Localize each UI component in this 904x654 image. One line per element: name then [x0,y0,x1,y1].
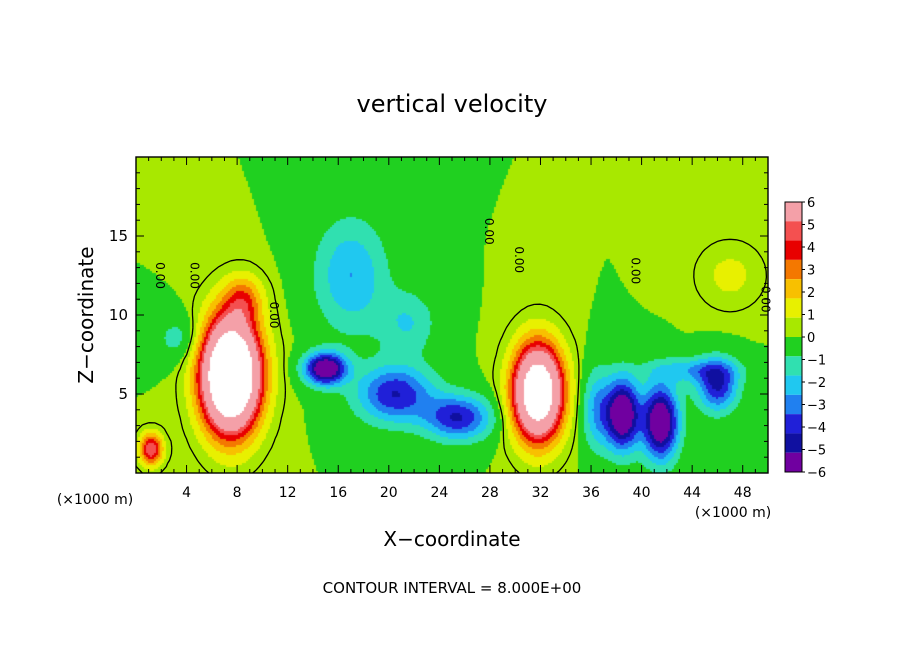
y-tick-label: 5 [118,385,128,403]
colorbar-swatch [785,433,802,453]
colorbar-label: 3 [807,264,815,279]
x-axis-label: X−coordinate [383,527,520,551]
x-tick-label: 44 [683,485,701,501]
colorbar-swatch [785,375,802,395]
colorbar-label: −3 [807,399,826,414]
colorbar-swatch [785,240,802,260]
colorbar-label: −2 [807,376,826,391]
colorbar-swatch [785,221,802,241]
contour-label: 0.00 [153,262,167,289]
colorbar-swatch [785,356,802,376]
x-tick-label: 28 [481,485,499,501]
colorbar-label: 6 [807,196,815,211]
x-unit-left: (×1000 m) [57,492,133,508]
y-tick-label: 15 [109,227,128,245]
x-tick-label: 4 [182,485,191,501]
heatmap-field [136,157,768,473]
x-unit-right: (×1000 m) [695,505,771,521]
colorbar-label: −4 [807,421,826,436]
contour-label: 0.00 [512,246,526,273]
colorbar-label: 4 [807,241,815,256]
x-axis: 4 8 12 16 20 24 28 32 36 40 44 48 [148,157,756,501]
colorbar-swatch [785,317,802,337]
x-tick-label: 24 [430,485,448,501]
colorbar-swatch [785,279,802,299]
colorbar-label: −1 [807,354,826,369]
y-axis-label: Z−coordinate [74,246,98,383]
x-tick-label: 32 [532,485,550,501]
x-tick-label: 36 [582,485,600,501]
chart-title: vertical velocity [357,90,548,118]
colorbar-swatch [785,452,802,472]
colorbar-swatch [785,202,802,222]
colorbar-label: −5 [807,444,826,459]
x-tick-label: 12 [279,485,297,501]
colorbar-swatch [785,394,802,415]
colorbar-swatch [785,259,802,280]
x-tick-label: 8 [233,485,242,501]
colorbar-swatch [785,337,802,357]
x-tick-label: 20 [380,485,398,501]
colorbar-label: 5 [807,219,815,234]
plot-area: 0.00 0.000.000.000.00 0.000.00 [135,156,773,474]
x-tick-label: 16 [329,485,347,501]
contour-label: 0.00 [187,262,201,289]
y-tick-label: 10 [109,306,128,324]
contour-label: 0.00 [628,257,642,284]
x-tick-label: 40 [633,485,651,501]
colorbar-swatch [785,298,802,318]
zero-contour-line [135,238,768,474]
contour-label: 0.00 [482,218,496,245]
y-axis: 5 10 15 [109,172,768,458]
colorbar-swatch [785,414,802,434]
colorbar: 6 5 4 3 2 1 0 −1 −2 −3 −4 −5 −6 [784,196,826,481]
colorbar-label: 0 [807,331,815,346]
zero-contours [135,238,768,474]
colorbar-label: −6 [807,466,826,481]
contour-labels: 0.00 0.000.000.000.00 0.000.00 [153,218,772,328]
colorbar-label: 2 [807,286,815,301]
contour-interval-note: CONTOUR INTERVAL = 8.000E+00 [323,579,582,597]
colorbar-label: 1 [807,309,815,324]
contour-label: 0.00 [267,302,281,329]
x-tick-label: 48 [734,485,752,501]
